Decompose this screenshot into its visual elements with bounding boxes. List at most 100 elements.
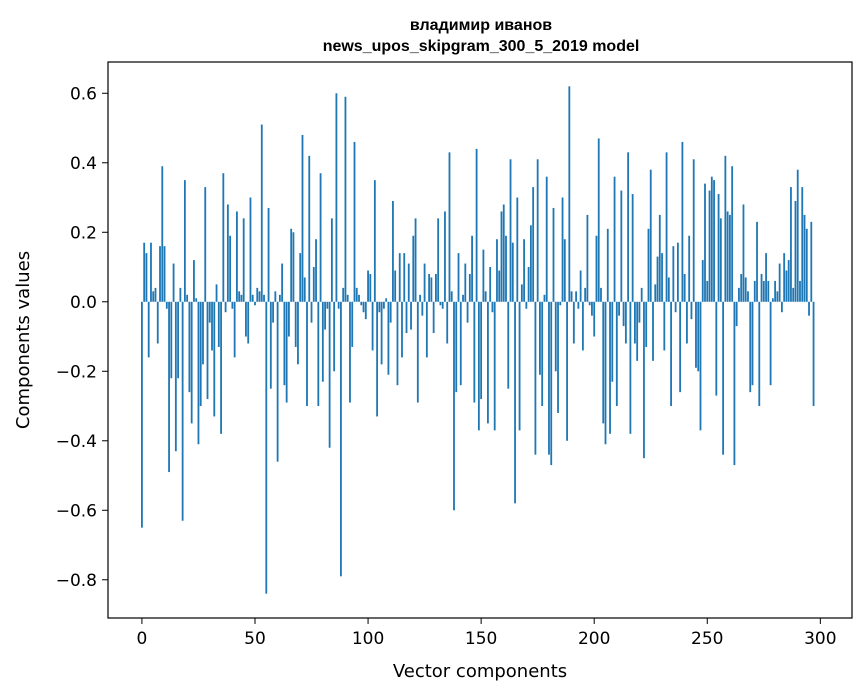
bar [358, 294, 360, 302]
bar [269, 301, 272, 389]
x-tick-label: 300 [804, 629, 836, 649]
bar [396, 301, 399, 386]
bar [676, 242, 679, 302]
bar [152, 291, 155, 302]
bar [145, 253, 148, 302]
bar [627, 152, 630, 302]
bar [258, 291, 261, 302]
bar [236, 211, 238, 302]
bar [385, 298, 388, 302]
bar [747, 291, 749, 302]
bar [353, 141, 356, 302]
bar [645, 301, 648, 347]
bar [265, 301, 268, 594]
bar [487, 301, 489, 424]
bar [803, 214, 806, 302]
bar [606, 228, 609, 302]
bar [812, 301, 815, 407]
bar [401, 301, 403, 358]
bar [758, 301, 761, 407]
bar [710, 176, 713, 302]
bar [586, 214, 589, 302]
bar [568, 86, 571, 302]
y-tick-label: 0.0 [70, 293, 97, 313]
bars [141, 86, 815, 594]
bar [634, 301, 636, 344]
bar [369, 273, 372, 302]
bar [414, 218, 417, 302]
bar [762, 280, 765, 302]
bar [570, 291, 573, 302]
bar [197, 301, 200, 445]
bar [455, 301, 458, 393]
bar [670, 301, 672, 407]
plot-area [107, 61, 853, 619]
bar [242, 218, 245, 302]
bar [425, 301, 428, 358]
bar [328, 301, 331, 448]
bar [208, 301, 211, 323]
bar [326, 301, 329, 309]
bar [588, 301, 591, 306]
bar [792, 287, 795, 302]
bar [233, 301, 236, 358]
bar [260, 124, 263, 302]
bar [179, 287, 182, 302]
bar [172, 263, 175, 302]
bar [584, 287, 587, 302]
bar [507, 301, 510, 389]
bar [416, 301, 419, 403]
bar [520, 284, 523, 302]
bar [724, 155, 727, 302]
bar [224, 301, 227, 313]
bar [523, 239, 525, 302]
bar [780, 301, 783, 313]
bar [410, 301, 412, 330]
bar [428, 273, 431, 302]
bar [649, 169, 652, 302]
bar [699, 301, 702, 431]
bar [303, 277, 306, 302]
bar [597, 138, 600, 302]
bar [147, 301, 150, 358]
bar [593, 301, 596, 337]
bar [665, 152, 668, 302]
bar [801, 187, 804, 302]
bar [238, 291, 241, 302]
bar [174, 301, 177, 452]
bar [380, 301, 383, 365]
bar [193, 260, 195, 302]
bar [217, 301, 220, 347]
bar [572, 301, 575, 344]
bar [591, 301, 593, 316]
bar [744, 277, 747, 302]
bar [799, 280, 801, 302]
bar [211, 301, 213, 351]
bar [190, 301, 193, 424]
chart-title: владимир иванов [410, 17, 552, 34]
x-tick-label: 200 [578, 629, 610, 649]
bar [143, 242, 146, 302]
bar [324, 301, 326, 330]
bar [430, 277, 433, 302]
bar [525, 301, 528, 309]
bar [708, 190, 711, 302]
bar [161, 166, 164, 302]
bar [767, 280, 770, 302]
bar [618, 301, 620, 316]
bar [450, 291, 453, 302]
bar [518, 301, 521, 431]
bar [579, 270, 582, 302]
bar [335, 93, 338, 302]
bar [683, 273, 686, 302]
bar [290, 228, 293, 302]
bar [256, 287, 259, 302]
y-tick-label: −0.4 [56, 432, 97, 452]
bar [489, 267, 492, 302]
bar [719, 218, 722, 302]
bar [376, 301, 379, 417]
bar [667, 277, 670, 302]
bar [769, 301, 772, 386]
y-tick-label: 0.4 [70, 154, 97, 174]
